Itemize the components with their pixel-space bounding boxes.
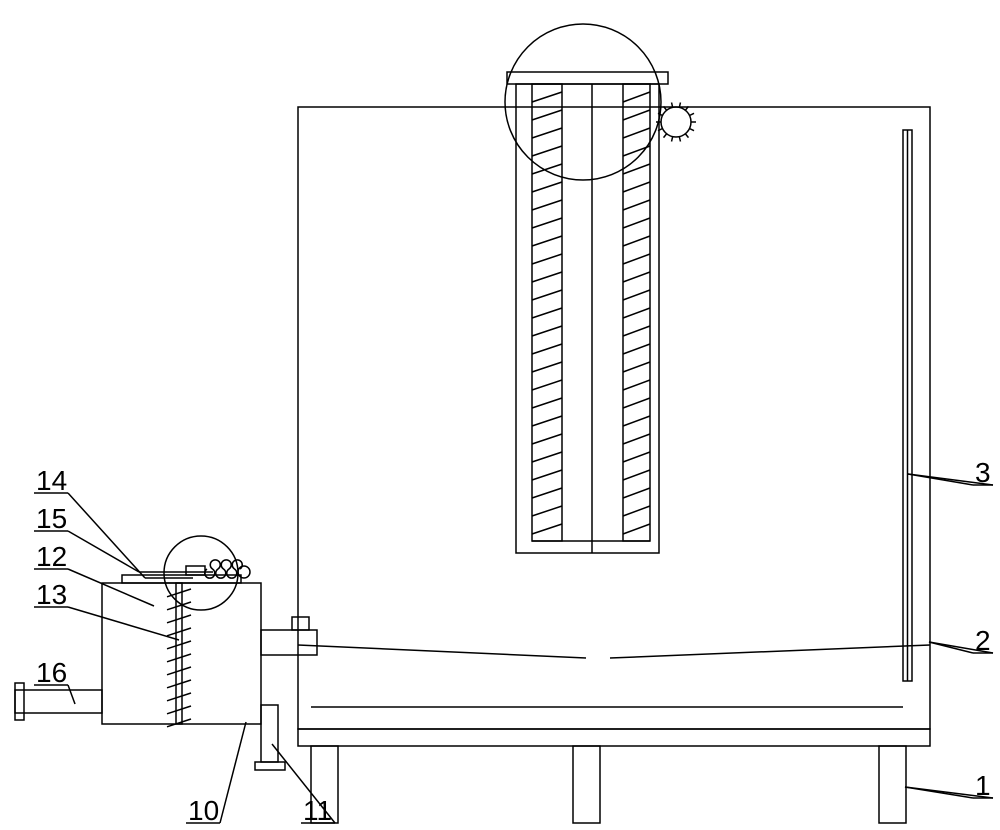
hatch-r [623,398,650,408]
hatch-r [623,326,650,336]
leg-2 [879,746,906,823]
hatch-l [532,200,562,210]
hatch-r [623,254,650,264]
hatch-l [532,128,562,138]
left-pipe-cap [292,617,309,630]
screw-thread [167,667,191,675]
hatch-r [623,362,650,372]
hatch-l [532,92,562,102]
hatch-r [623,236,650,246]
gear-tooth [664,134,667,138]
hatch-r [623,488,650,498]
label-12: 12 [36,541,67,572]
hatch-l [532,470,562,480]
screw-thread [167,654,191,662]
hatch-l [532,254,562,264]
hatch-r [623,524,650,534]
hatch-r [623,380,650,390]
support-strut [261,705,278,762]
label-14: 14 [36,465,67,496]
screw-thread [167,680,191,688]
hatch-r [623,218,650,228]
column-detail-circle [505,24,661,180]
floor-right [610,645,930,658]
hatch-r [623,434,650,444]
hatch-l [532,290,562,300]
leader-16 [68,685,75,704]
leader-1 [905,787,973,798]
screw-thread [167,706,191,714]
gear-tooth [690,113,695,115]
gear-tooth [690,129,695,131]
hatch-l [532,416,562,426]
hatch-l [532,326,562,336]
hatch-l [532,110,562,120]
support-foot [255,762,285,770]
label-16: 16 [36,657,67,688]
hatch-r [623,290,650,300]
screw-thread [167,719,191,727]
hatch-r [623,182,650,192]
leader-14-a [68,493,145,578]
hatch-l [532,434,562,444]
gear-tooth [685,134,688,138]
spring-knob [238,566,250,578]
screw-thread [167,641,191,649]
hatch-l [532,182,562,192]
hatch-l [532,272,562,282]
hatch-l [532,362,562,372]
leader-15-a [68,531,139,572]
leader-10 [220,722,246,823]
hatch-r [623,272,650,282]
left-top-tab [186,566,205,575]
hatch-l [532,218,562,228]
hatch-l [532,524,562,534]
hatch-l [532,488,562,498]
label-11: 11 [303,795,332,826]
base-bar [298,729,930,746]
outlet-pipe [15,690,102,713]
outlet-cap [15,683,24,720]
hatch-l [532,344,562,354]
label-15: 15 [36,503,67,534]
hatch-l [532,308,562,318]
leader-2 [929,642,973,653]
hatch-l [532,452,562,462]
gear-tooth [679,137,680,142]
hatch-r [623,344,650,354]
screw-thread [167,693,191,701]
hatch-r [623,416,650,426]
left-lid [122,575,241,583]
column-cap [507,72,668,84]
leg-1 [573,746,600,823]
hatch-l [532,146,562,156]
gear-tooth [672,137,673,142]
hatch-r [623,200,650,210]
hatch-r [623,92,650,102]
hatch-r [623,308,650,318]
outer-box [298,107,930,729]
hatch-l [532,236,562,246]
hatch-r [623,128,650,138]
screw-thread [167,628,191,636]
left-pipe [261,630,317,655]
hatch-r [623,110,650,120]
label-13: 13 [36,579,67,610]
hatch-r [623,452,650,462]
gear-body [661,107,691,137]
leader-13 [68,607,179,640]
hatch-r [623,506,650,516]
hatch-r [623,470,650,480]
label-10: 10 [188,795,219,826]
screw-thread [167,615,191,623]
floor-slope [298,645,586,658]
leader-3 [908,474,973,485]
hatch-l [532,380,562,390]
hatch-l [532,506,562,516]
hatch-l [532,398,562,408]
